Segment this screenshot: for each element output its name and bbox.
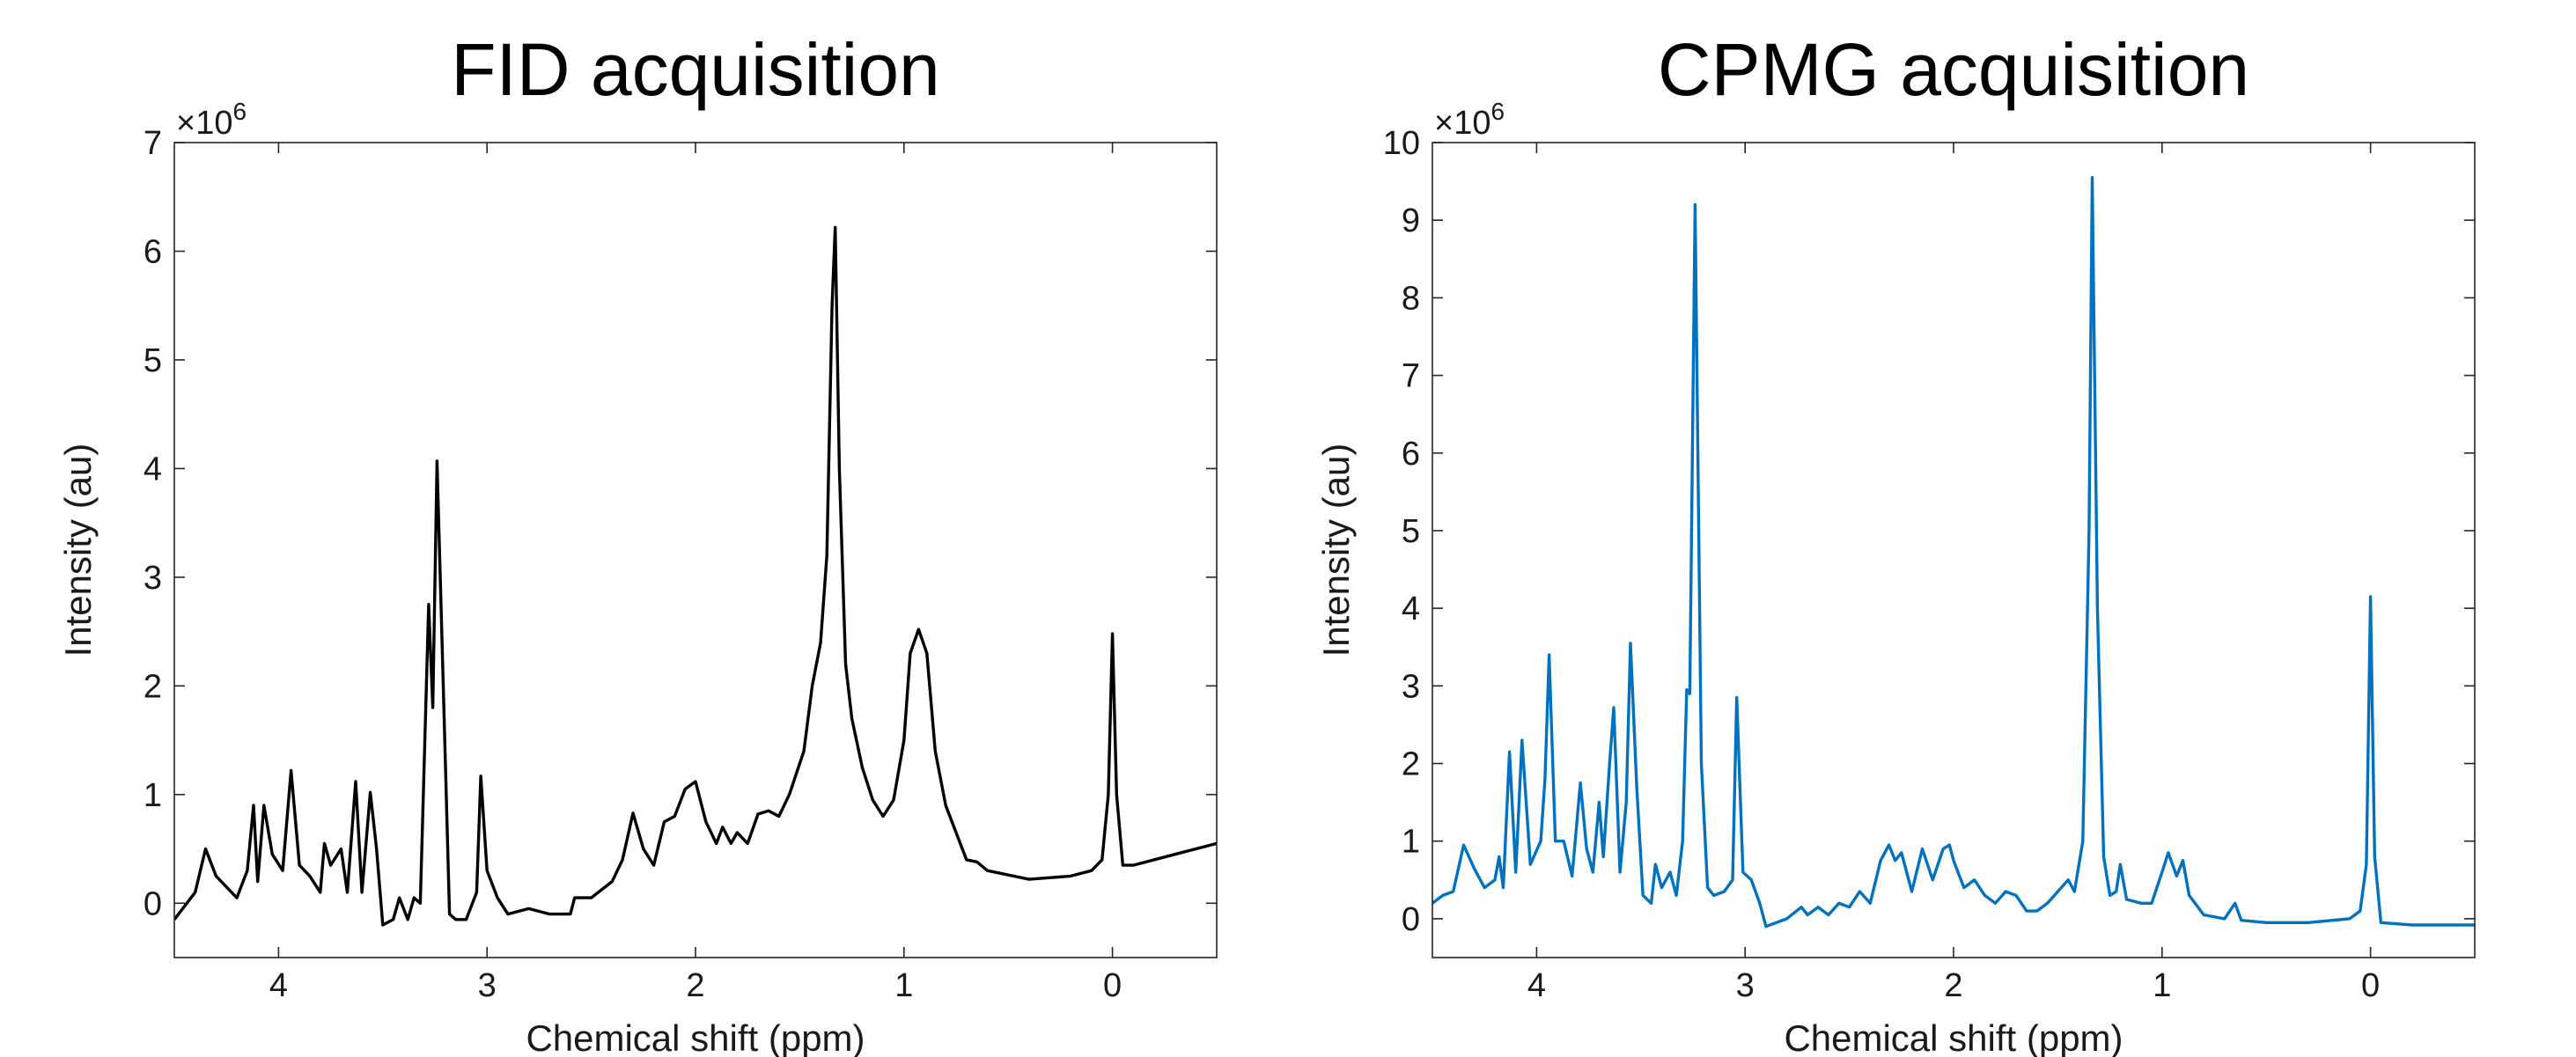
y-tick-label: 10	[1383, 125, 1420, 162]
y-tick-label: 9	[1402, 202, 1420, 239]
x-tick-label: 1	[2153, 967, 2171, 1004]
y-tick-label: 4	[1402, 591, 1420, 628]
chart-title: FID acquisition	[451, 28, 940, 111]
y-tick-label: 2	[144, 668, 162, 705]
y-tick-label: 6	[144, 233, 162, 270]
x-tick-label: 0	[1103, 967, 1122, 1004]
x-axis-label: Chemical shift (ppm)	[1784, 1017, 2123, 1057]
x-tick-label: 4	[269, 967, 288, 1004]
y-multiplier-exponent: 6	[1490, 98, 1505, 125]
y-tick-label: 3	[144, 560, 162, 597]
chart-title: CPMG acquisition	[1658, 28, 2249, 111]
y-tick-label: 1	[1402, 824, 1420, 861]
x-axis-label: Chemical shift (ppm)	[526, 1017, 865, 1057]
y-tick-label: 2	[1402, 746, 1420, 783]
y-tick-label: 5	[1402, 513, 1420, 550]
x-tick-label: 3	[1736, 967, 1755, 1004]
y-tick-label: 0	[144, 885, 162, 922]
y-tick-label: 6	[1402, 436, 1420, 473]
y-tick-label: 3	[1402, 668, 1420, 705]
spectrum-line	[174, 225, 1217, 927]
x-tick-label: 0	[2361, 967, 2380, 1004]
y-tick-label: 4	[144, 451, 162, 488]
plot-area	[174, 225, 1217, 927]
spectrum-line	[1432, 176, 2475, 929]
axes-background	[174, 143, 1217, 958]
y-multiplier-base: ×10	[176, 105, 232, 142]
x-tick-label: 1	[894, 967, 913, 1004]
y-tick-label: 5	[144, 342, 162, 379]
y-tick-label: 7	[144, 125, 162, 162]
x-tick-label: 2	[686, 967, 704, 1004]
plot-area	[1432, 176, 2475, 929]
y-multiplier-exponent: 6	[232, 98, 247, 125]
y-axis-label: Intensity (au)	[57, 444, 99, 657]
x-tick-label: 2	[1944, 967, 1962, 1004]
x-tick-label: 4	[1527, 967, 1546, 1004]
y-tick-label: 1	[144, 777, 162, 814]
y-tick-label: 7	[1402, 358, 1420, 395]
y-tick-label: 0	[1402, 901, 1420, 938]
axes-background	[1432, 143, 2475, 958]
x-tick-label: 3	[478, 967, 497, 1004]
y-multiplier: ×106	[176, 98, 247, 142]
y-tick-label: 8	[1402, 280, 1420, 317]
y-multiplier: ×106	[1434, 98, 1505, 142]
y-axis-label: Intensity (au)	[1315, 444, 1357, 657]
y-multiplier-base: ×10	[1434, 105, 1490, 142]
